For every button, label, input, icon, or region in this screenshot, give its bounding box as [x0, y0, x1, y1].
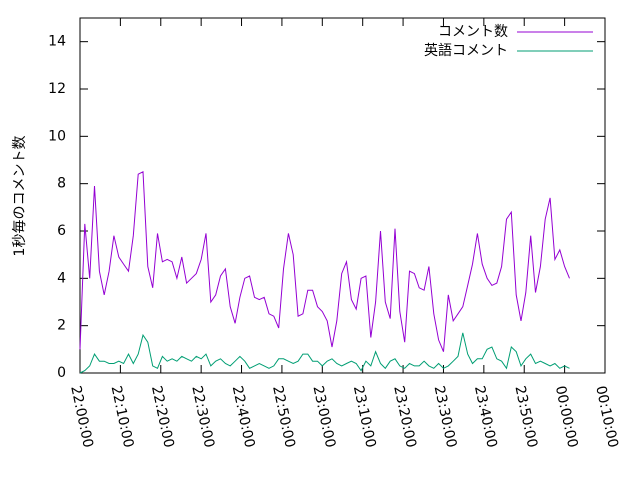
- x-tick-label: 23:20:00: [390, 384, 419, 449]
- y-axis-label: 1秒毎のコメント数: [12, 136, 28, 257]
- series-line: [79, 332, 570, 374]
- x-tick-label: 23:00:00: [309, 384, 338, 449]
- series-line: [79, 171, 570, 352]
- legend-label: コメント数: [438, 24, 508, 40]
- y-tick-label: 0: [57, 365, 66, 381]
- x-tick-label: 23:10:00: [350, 384, 379, 449]
- legend-label: 英語コメント: [424, 42, 508, 59]
- y-tick-label: 2: [57, 318, 66, 334]
- x-tick-label: 00:00:00: [552, 384, 581, 449]
- x-tick-label: 22:10:00: [108, 384, 137, 449]
- x-tick-label: 23:40:00: [471, 384, 500, 449]
- y-tick-label: 12: [48, 81, 66, 97]
- y-tick-label: 10: [48, 128, 66, 144]
- x-tick-label: 23:50:00: [511, 384, 540, 449]
- x-tick-label: 22:40:00: [229, 384, 258, 449]
- x-tick-label: 23:30:00: [431, 384, 460, 449]
- y-tick-label: 14: [48, 34, 66, 50]
- plot-border: [79, 17, 606, 374]
- x-tick-label: 00:10:00: [592, 384, 621, 449]
- y-tick-label: 8: [57, 176, 66, 192]
- x-tick-label: 22:20:00: [148, 384, 177, 449]
- y-tick-label: 6: [57, 223, 66, 239]
- x-tick-label: 22:30:00: [188, 384, 217, 449]
- x-tick-label: 22:00:00: [67, 384, 96, 449]
- y-tick-label: 4: [57, 270, 66, 286]
- x-tick-label: 22:50:00: [269, 384, 298, 449]
